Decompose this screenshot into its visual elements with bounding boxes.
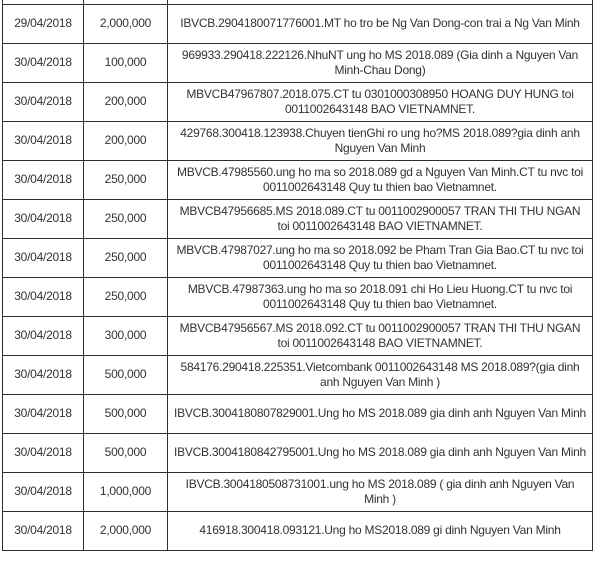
- date-cell: 30/04/2018: [2, 159, 84, 200]
- date-cell: 30/04/2018: [2, 354, 84, 395]
- date-cell: 30/04/2018: [2, 42, 84, 83]
- amount-cell: 250,000: [83, 198, 168, 239]
- description-cell: MBVCB.47987363.ung ho ma so 2018.091 chi…: [167, 276, 593, 317]
- table-row: 30/04/2018 250,000 MBVCB.47987027.ung ho…: [2, 237, 593, 278]
- amount-cell: 250,000: [83, 237, 168, 278]
- date-cell: 30/04/2018: [2, 120, 84, 161]
- amount-cell: 1,000,000: [83, 471, 168, 512]
- description-cell: 429768.300418.123938.Chuyen tienGhi ro u…: [167, 120, 593, 161]
- table-row: 29/04/2018 2,000,000 IBVCB.2904180071776…: [2, 3, 593, 44]
- date-cell: 30/04/2018: [2, 276, 84, 317]
- description-cell: MBVCB47956685.MS 2018.089.CT tu 00110029…: [167, 198, 593, 239]
- amount-cell: 100,000: [83, 42, 168, 83]
- date-cell: 30/04/2018: [2, 471, 84, 512]
- date-cell: 30/04/2018: [2, 81, 84, 122]
- table-row: 30/04/2018 500,000 IBVCB.300418084279500…: [2, 432, 593, 473]
- description-cell: IBVCB.2904180071776001.MT ho tro be Ng V…: [167, 3, 593, 44]
- date-cell: 30/04/2018: [2, 198, 84, 239]
- date-cell: 30/04/2018: [2, 237, 84, 278]
- table-row: 30/04/2018 250,000 MBVCB.47985560.ung ho…: [2, 159, 593, 200]
- description-cell: IBVCB.3004180508731001.ung ho MS 2018.08…: [167, 471, 593, 512]
- date-cell: 30/04/2018: [2, 315, 84, 356]
- table-row: 30/04/2018 250,000 MBVCB.47987363.ung ho…: [2, 276, 593, 317]
- description-cell: 416918.300418.093121.Ung ho MS2018.089 g…: [167, 510, 593, 551]
- amount-cell: 250,000: [83, 276, 168, 317]
- date-cell: 29/04/2018: [2, 3, 84, 44]
- description-cell: MBVCB.47985560.ung ho ma so 2018.089 gd …: [167, 159, 593, 200]
- table-row: 30/04/2018 500,000 IBVCB.300418080782900…: [2, 393, 593, 434]
- description-cell: 584176.290418.225351.Vietcombank 0011002…: [167, 354, 593, 395]
- table-row: 30/04/2018 200,000 MBVCB47967807.2018.07…: [2, 81, 593, 122]
- description-cell: MBVCB47967807.2018.075.CT tu 03010003089…: [167, 81, 593, 122]
- amount-cell: 200,000: [83, 81, 168, 122]
- table-row: 30/04/2018 1,000,000 IBVCB.3004180508731…: [2, 471, 593, 512]
- table-row: 30/04/2018 2,000,000 416918.300418.09312…: [2, 510, 593, 551]
- amount-cell: 500,000: [83, 432, 168, 473]
- description-cell: MBVCB.47987027.ung ho ma so 2018.092 be …: [167, 237, 593, 278]
- description-cell: IBVCB.3004180842795001.Ung ho MS 2018.08…: [167, 432, 593, 473]
- amount-cell: 500,000: [83, 354, 168, 395]
- amount-cell: 250,000: [83, 159, 168, 200]
- transaction-rows: 29/04/2018 2,000,000 IBVCB.2904180071776…: [2, 3, 593, 551]
- table-row: 30/04/2018 250,000 MBVCB47956685.MS 2018…: [2, 198, 593, 239]
- amount-cell: 200,000: [83, 120, 168, 161]
- date-cell: 30/04/2018: [2, 393, 84, 434]
- table-row: 30/04/2018 300,000 MBVCB47956567.MS 2018…: [2, 315, 593, 356]
- amount-cell: 2,000,000: [83, 510, 168, 551]
- description-cell: IBVCB.3004180807829001.Ung ho MS 2018.08…: [167, 393, 593, 434]
- table-row: 30/04/2018 500,000 584176.290418.225351.…: [2, 354, 593, 395]
- description-cell: 969933.290418.222126.NhuNT ung ho MS 201…: [167, 42, 593, 83]
- donation-table: 29/04/2018 2,000,000 IBVCB.2904180071776…: [2, 0, 593, 551]
- amount-cell: 500,000: [83, 393, 168, 434]
- table-row: 30/04/2018 100,000 969933.290418.222126.…: [2, 42, 593, 83]
- amount-cell: 2,000,000: [83, 3, 168, 44]
- date-cell: 30/04/2018: [2, 510, 84, 551]
- amount-cell: 300,000: [83, 315, 168, 356]
- description-cell: MBVCB47956567.MS 2018.092.CT tu 00110029…: [167, 315, 593, 356]
- date-cell: 30/04/2018: [2, 432, 84, 473]
- table-row: 30/04/2018 200,000 429768.300418.123938.…: [2, 120, 593, 161]
